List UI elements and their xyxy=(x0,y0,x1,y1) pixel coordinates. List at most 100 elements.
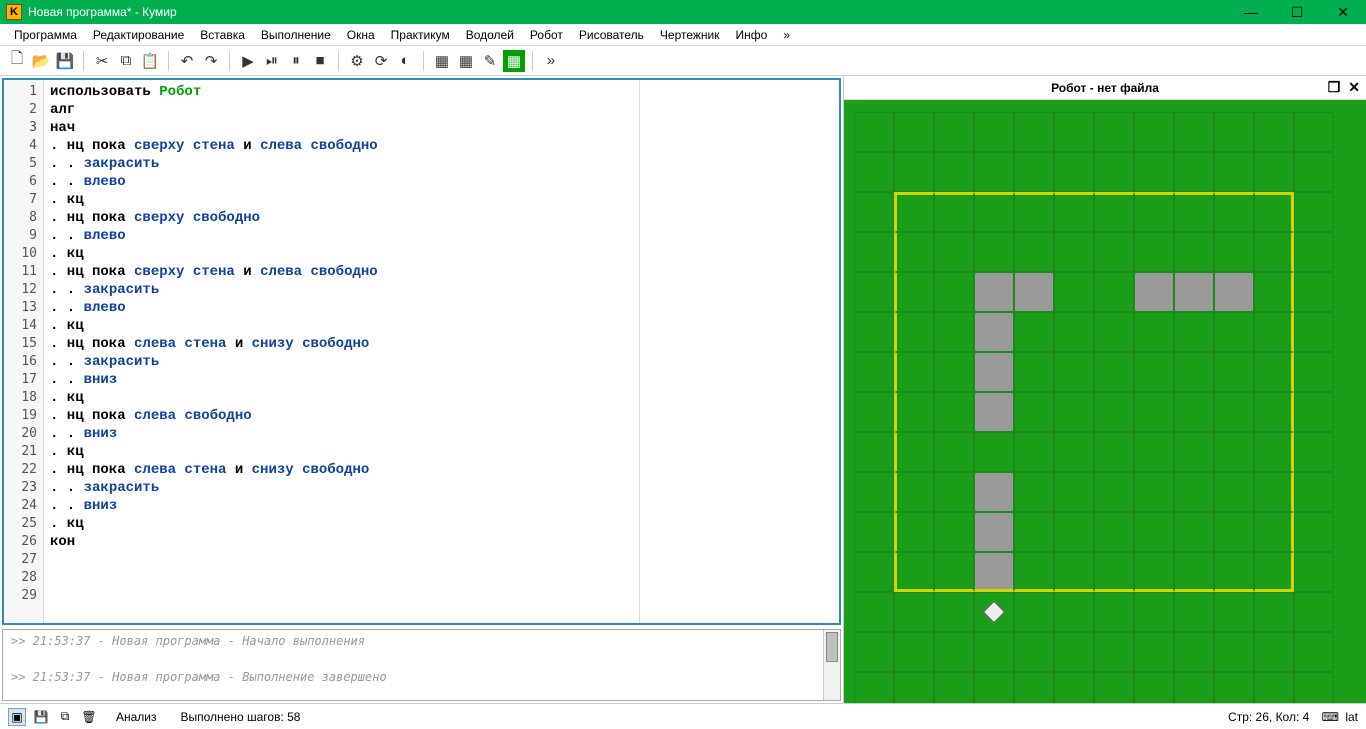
grid-cell[interactable] xyxy=(894,632,934,672)
grid-cell[interactable] xyxy=(1174,352,1214,392)
grid-cell[interactable] xyxy=(854,432,894,472)
grid-cell[interactable] xyxy=(894,232,934,272)
grid-cell[interactable] xyxy=(1054,312,1094,352)
open-file-icon[interactable]: 📂 xyxy=(30,50,52,72)
grid-cell[interactable] xyxy=(1014,552,1054,592)
sb-trash-icon[interactable]: 🗑 xyxy=(80,708,98,726)
grid-cell[interactable] xyxy=(1174,312,1214,352)
grid-cell[interactable] xyxy=(974,232,1014,272)
code-line[interactable]: . . влево xyxy=(50,173,633,191)
grid-cell[interactable] xyxy=(1054,232,1094,272)
step-icon[interactable]: ⏯ xyxy=(261,50,283,72)
grid-cell[interactable] xyxy=(1174,112,1214,152)
grid-cell[interactable] xyxy=(1134,112,1174,152)
grid-cell[interactable] xyxy=(894,592,934,632)
grid-cell[interactable] xyxy=(854,512,894,552)
grid-cell[interactable] xyxy=(1254,272,1294,312)
field-icon[interactable]: ▦ xyxy=(503,50,525,72)
grid-cell[interactable] xyxy=(1254,592,1294,632)
grid-cell[interactable] xyxy=(1294,472,1334,512)
grid-cell[interactable] xyxy=(1254,232,1294,272)
grid-cell[interactable] xyxy=(894,552,934,592)
menu-item-9[interactable]: Чертежник xyxy=(652,28,728,42)
grid-cell[interactable] xyxy=(1254,512,1294,552)
copy-icon[interactable]: ⧉ xyxy=(115,50,137,72)
menu-item-8[interactable]: Рисователь xyxy=(571,28,652,42)
grid1-icon[interactable]: ▦ xyxy=(431,50,453,72)
menu-item-5[interactable]: Практикум xyxy=(383,28,458,42)
grid-cell[interactable] xyxy=(1294,432,1334,472)
new-file-icon[interactable]: 🗋 xyxy=(6,50,28,72)
grid-cell[interactable] xyxy=(1134,272,1174,312)
code-line[interactable]: . . закрасить xyxy=(50,281,633,299)
grid-cell[interactable] xyxy=(934,192,974,232)
grid-cell[interactable] xyxy=(974,112,1014,152)
grid-cell[interactable] xyxy=(934,512,974,552)
grid-cell[interactable] xyxy=(894,352,934,392)
grid-cell[interactable] xyxy=(1134,392,1174,432)
grid-cell[interactable] xyxy=(1174,152,1214,192)
grid-cell[interactable] xyxy=(1134,632,1174,672)
grid-cell[interactable] xyxy=(854,592,894,632)
scrollbar-thumb[interactable] xyxy=(826,632,838,662)
grid-cell[interactable] xyxy=(1214,592,1254,632)
grid-cell[interactable] xyxy=(934,392,974,432)
code-line[interactable] xyxy=(50,569,633,587)
grid-cell[interactable] xyxy=(1214,152,1254,192)
grid-cell[interactable] xyxy=(1094,232,1134,272)
cut-icon[interactable]: ✂ xyxy=(91,50,113,72)
grid-cell[interactable] xyxy=(894,192,934,232)
grid-cell[interactable] xyxy=(1134,472,1174,512)
grid-cell[interactable] xyxy=(974,352,1014,392)
code-line[interactable]: использовать Робот xyxy=(50,83,633,101)
menu-item-11[interactable]: » xyxy=(775,28,798,42)
code-line[interactable]: нач xyxy=(50,119,633,137)
paste-icon[interactable]: 📋 xyxy=(139,50,161,72)
sb-console-icon[interactable]: ▣ xyxy=(8,708,26,726)
grid-cell[interactable] xyxy=(974,432,1014,472)
grid-cell[interactable] xyxy=(1014,632,1054,672)
grid-cell[interactable] xyxy=(1054,152,1094,192)
grid-cell[interactable] xyxy=(854,472,894,512)
stop-icon[interactable]: ■ xyxy=(309,50,331,72)
grid-cell[interactable] xyxy=(1174,232,1214,272)
grid-cell[interactable] xyxy=(1254,152,1294,192)
grid-cell[interactable] xyxy=(854,672,894,703)
grid-cell[interactable] xyxy=(1294,112,1334,152)
grid-cell[interactable] xyxy=(1134,512,1174,552)
grid-cell[interactable] xyxy=(1134,232,1174,272)
grid-cell[interactable] xyxy=(934,432,974,472)
grid-cell[interactable] xyxy=(1254,632,1294,672)
grid-cell[interactable] xyxy=(1054,632,1094,672)
grid-cell[interactable] xyxy=(974,672,1014,703)
grid-cell[interactable] xyxy=(1254,672,1294,703)
robot-field[interactable] xyxy=(844,100,1366,703)
grid-cell[interactable] xyxy=(1294,152,1334,192)
grid-cell[interactable] xyxy=(1094,432,1134,472)
grid-cell[interactable] xyxy=(974,192,1014,232)
grid-cell[interactable] xyxy=(1214,112,1254,152)
grid-cell[interactable] xyxy=(1294,392,1334,432)
robot-close-icon[interactable]: ✕ xyxy=(1348,79,1360,96)
code-line[interactable]: . кц xyxy=(50,515,633,533)
code-line[interactable]: . нц пока слева стена и снизу свободно xyxy=(50,461,633,479)
undo-icon[interactable]: ↶ xyxy=(176,50,198,72)
grid-cell[interactable] xyxy=(1054,672,1094,703)
grid-cell[interactable] xyxy=(1054,592,1094,632)
grid-cell[interactable] xyxy=(1014,192,1054,232)
grid-cell[interactable] xyxy=(1014,312,1054,352)
grid-cell[interactable] xyxy=(1054,512,1094,552)
grid-cell[interactable] xyxy=(1174,632,1214,672)
grid-cell[interactable] xyxy=(1214,312,1254,352)
grid-cell[interactable] xyxy=(1174,552,1214,592)
grid-cell[interactable] xyxy=(854,152,894,192)
grid-cell[interactable] xyxy=(894,272,934,312)
grid-cell[interactable] xyxy=(974,472,1014,512)
grid-cell[interactable] xyxy=(1214,552,1254,592)
grid-cell[interactable] xyxy=(1134,152,1174,192)
grid-cell[interactable] xyxy=(974,392,1014,432)
code-line[interactable]: . кц xyxy=(50,191,633,209)
code-line[interactable]: . . вниз xyxy=(50,371,633,389)
grid-cell[interactable] xyxy=(1054,432,1094,472)
grid-cell[interactable] xyxy=(1094,152,1134,192)
